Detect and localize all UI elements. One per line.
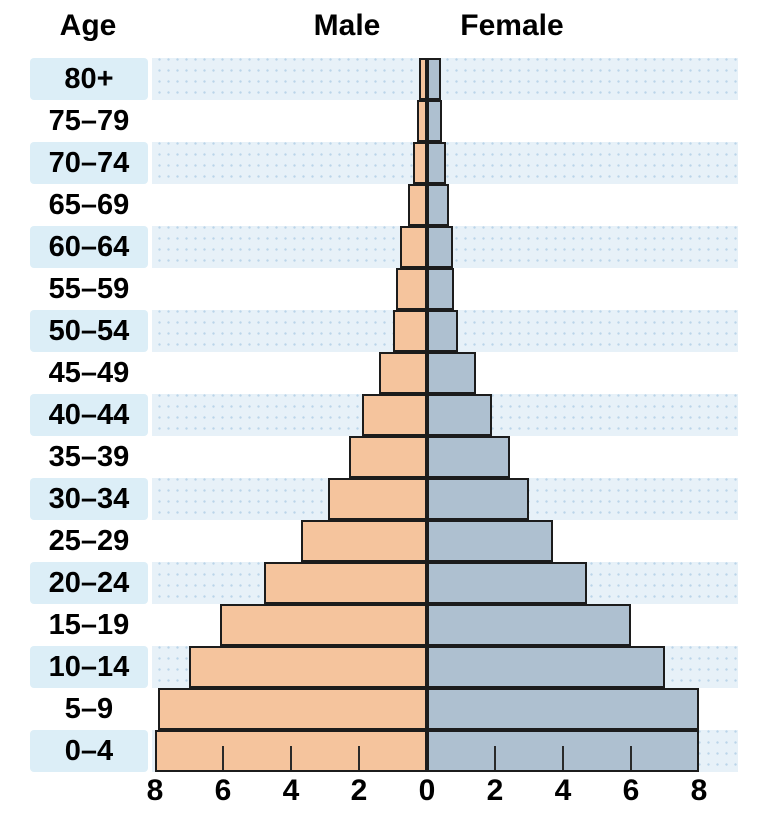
male-bar — [379, 352, 427, 394]
x-axis-label: 6 — [622, 774, 640, 807]
male-bar — [263, 562, 427, 604]
age-label: 50–54 — [30, 310, 148, 352]
age-label: 15–19 — [48, 608, 130, 641]
age-label: 25–29 — [48, 524, 130, 557]
axis-tick — [358, 746, 360, 770]
age-label: 65–69 — [48, 188, 130, 221]
plot-area — [152, 58, 738, 772]
female-bar — [427, 562, 587, 604]
x-axis-label: 4 — [554, 774, 572, 807]
age-label: 5–9 — [64, 692, 114, 725]
female-bar — [427, 436, 511, 478]
age-column-header: Age — [59, 9, 117, 42]
age-label: 20–24 — [30, 562, 148, 604]
axis-tick — [562, 746, 564, 770]
female-bar — [427, 184, 450, 226]
male-bar — [348, 436, 427, 478]
female-bar — [427, 520, 553, 562]
axis-tick — [290, 746, 292, 770]
axis-tick — [630, 746, 632, 770]
x-axis-label: 8 — [690, 774, 708, 807]
age-label: 60–64 — [30, 226, 148, 268]
female-bar — [427, 604, 631, 646]
axis-tick — [494, 746, 496, 770]
male-bar — [399, 226, 427, 268]
x-axis-label: 2 — [350, 774, 368, 807]
axis-tick — [222, 746, 224, 770]
x-axis-label: 6 — [214, 774, 232, 807]
male-bar — [301, 520, 427, 562]
female-bar — [427, 310, 458, 352]
female-bar — [427, 478, 529, 520]
male-series-header: Male — [313, 9, 381, 42]
age-labels-column: 80+ 75–79 70–74 65–69 60–64 55–59 50–54 45–49 40… — [0, 58, 152, 772]
male-bar — [416, 100, 427, 142]
female-bar — [427, 268, 455, 310]
age-label: 35–39 — [48, 440, 130, 473]
age-label: 75–79 — [48, 104, 130, 137]
male-bar — [408, 184, 427, 226]
female-bar — [427, 352, 477, 394]
x-axis-label: 2 — [486, 774, 504, 807]
male-bar — [219, 604, 427, 646]
male-bar — [328, 478, 427, 520]
female-bar — [427, 646, 665, 688]
age-label: 40–44 — [30, 394, 148, 436]
age-label: 55–59 — [48, 272, 130, 305]
age-label: 0–4 — [30, 730, 148, 772]
x-axis-label: 4 — [282, 774, 300, 807]
age-label: 45–49 — [48, 356, 130, 389]
age-label: 10–14 — [30, 646, 148, 688]
plot-row — [152, 100, 738, 142]
male-bar — [396, 268, 427, 310]
female-bar — [427, 142, 446, 184]
x-axis: 8 6 4 2 0 2 4 6 8 — [0, 774, 772, 828]
age-label: 30–34 — [30, 478, 148, 520]
female-bar — [427, 394, 492, 436]
female-bar — [427, 688, 699, 730]
female-bar — [427, 58, 441, 100]
male-bar — [413, 142, 427, 184]
age-label: 80+ — [30, 58, 148, 100]
male-bar — [362, 394, 427, 436]
x-axis-label: 0 — [418, 774, 436, 807]
age-label: 70–74 — [30, 142, 148, 184]
x-axis-label: 8 — [146, 774, 164, 807]
female-series-header: Female — [460, 9, 564, 42]
female-bar — [427, 100, 443, 142]
plot-row — [152, 58, 738, 100]
male-bar — [393, 310, 427, 352]
female-bar — [427, 226, 453, 268]
male-bar — [418, 58, 427, 100]
male-bar — [158, 688, 427, 730]
male-bar — [189, 646, 427, 688]
